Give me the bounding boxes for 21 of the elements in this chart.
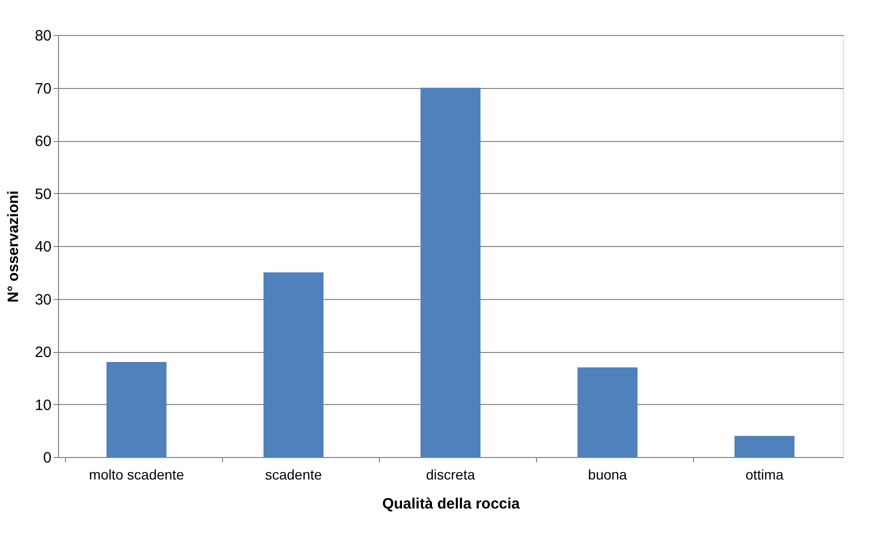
- y-tick-label: 80: [34, 28, 52, 44]
- y-tick-label: 70: [34, 80, 52, 98]
- y-tick-label: 60: [34, 133, 52, 150]
- y-tick-label: 10: [34, 396, 52, 414]
- x-tick-label: scadente: [265, 466, 322, 482]
- x-tick-label: discreta: [426, 466, 476, 482]
- x-axis-title: Qualità della roccia: [382, 496, 520, 512]
- y-tick-label: 40: [34, 238, 52, 256]
- bar: [734, 436, 794, 457]
- bar: [106, 362, 166, 457]
- x-tick-label: buona: [588, 466, 628, 482]
- bar: [578, 367, 638, 457]
- y-tick-label: 30: [34, 291, 52, 308]
- y-tick-label: 50: [34, 186, 52, 203]
- x-tick-label: ottima: [745, 466, 784, 482]
- y-axis-title: N° osservazioni: [4, 190, 22, 302]
- x-tick-label: molto scadente: [89, 466, 184, 482]
- bar: [420, 88, 480, 457]
- bar: [264, 272, 324, 457]
- y-tick-label: 0: [43, 450, 52, 466]
- y-tick-label: 20: [34, 344, 52, 361]
